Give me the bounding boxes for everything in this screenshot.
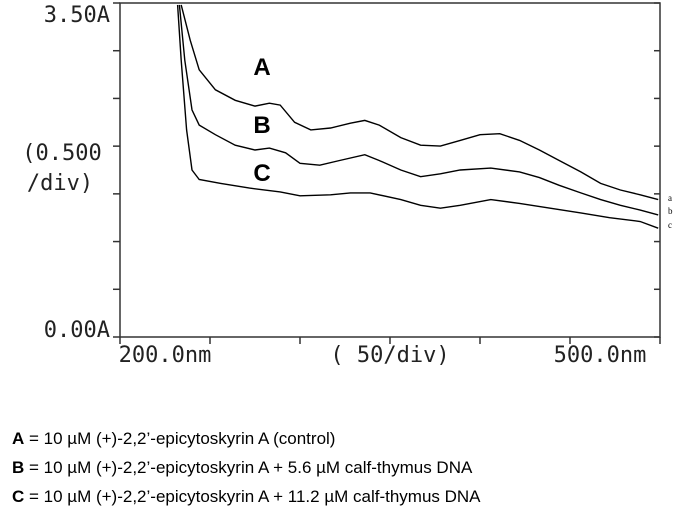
series-line bbox=[180, 4, 659, 201]
x-tick-label: 500.0nm bbox=[554, 343, 647, 368]
y-tick-label: 0.00A bbox=[44, 318, 110, 343]
series-end-label: c bbox=[668, 220, 672, 230]
legend-text: = 10 µM (+)-2,2’-epicytoskyrin A + 11.2 … bbox=[24, 487, 481, 506]
x-tick-label: 200.0nm bbox=[119, 343, 212, 368]
plot-frame bbox=[119, 2, 661, 338]
series-end-label: a bbox=[668, 193, 672, 203]
y-tick-label: 3.50A bbox=[44, 3, 110, 28]
legend-key: C bbox=[12, 487, 24, 506]
series-line bbox=[178, 4, 659, 216]
legend-text: = 10 µM (+)-2,2’-epicytoskyrin A (contro… bbox=[24, 429, 335, 448]
series-line bbox=[176, 4, 659, 229]
series-label: A bbox=[253, 54, 270, 81]
legend-text: = 10 µM (+)-2,2’-epicytoskyrin A + 5.6 µ… bbox=[24, 458, 473, 477]
legend-entry: A = 10 µM (+)-2,2’-epicytoskyrin A (cont… bbox=[12, 429, 335, 448]
x-axis-label: ( 50/div) bbox=[330, 343, 449, 368]
legend-key: B bbox=[12, 458, 24, 477]
series-label: C bbox=[253, 160, 270, 187]
y-axis-label: (0.500 bbox=[22, 141, 101, 166]
legend-key: A bbox=[12, 429, 24, 448]
series-end-label: b bbox=[668, 206, 673, 216]
series-label: B bbox=[253, 112, 270, 139]
legend-entry: B = 10 µM (+)-2,2’-epicytoskyrin A + 5.6… bbox=[12, 458, 473, 477]
legend-entry: C = 10 µM (+)-2,2’-epicytoskyrin A + 11.… bbox=[12, 487, 481, 506]
y-axis-label: /div) bbox=[27, 171, 93, 196]
